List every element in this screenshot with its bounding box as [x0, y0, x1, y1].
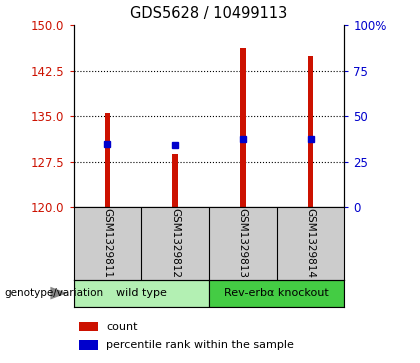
Bar	[74, 280, 209, 307]
Bar	[172, 154, 178, 207]
Text: GSM1329814: GSM1329814	[305, 208, 315, 278]
Bar	[79, 322, 98, 331]
Bar	[209, 280, 344, 307]
Bar	[240, 48, 246, 207]
Bar	[105, 113, 110, 207]
Text: wild type: wild type	[116, 288, 167, 298]
Text: genotype/variation: genotype/variation	[4, 288, 103, 298]
Polygon shape	[50, 287, 67, 299]
Text: GSM1329811: GSM1329811	[102, 208, 113, 278]
Bar	[308, 56, 313, 207]
Text: GSM1329813: GSM1329813	[238, 208, 248, 278]
Text: Rev-erbα knockout: Rev-erbα knockout	[224, 288, 329, 298]
Title: GDS5628 / 10499113: GDS5628 / 10499113	[130, 7, 288, 21]
Text: GSM1329812: GSM1329812	[170, 208, 180, 278]
Text: percentile rank within the sample: percentile rank within the sample	[106, 340, 294, 350]
Text: count: count	[106, 322, 137, 332]
Bar	[79, 340, 98, 350]
